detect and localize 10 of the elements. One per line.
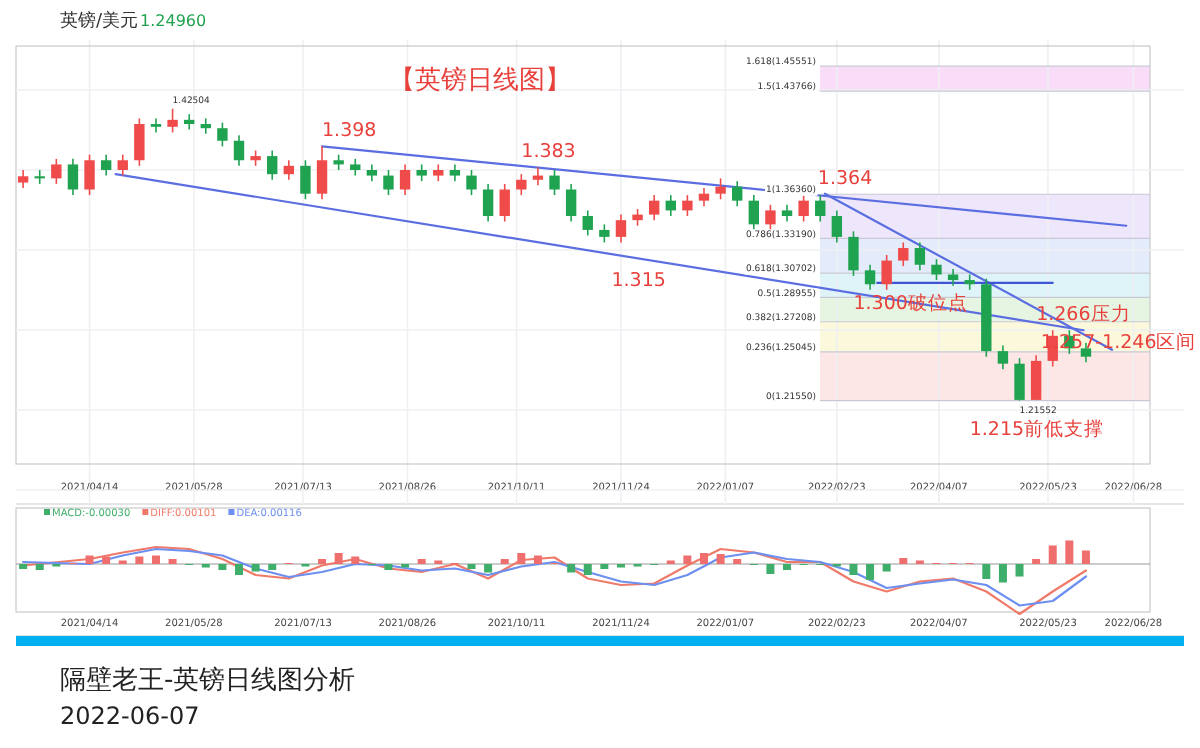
text: 2022-06-07 [60,702,200,730]
text: 隔壁老王-英镑日线图分析 [60,666,356,696]
text: 1.24960 [140,12,207,30]
annotation: 1.364 [817,167,873,190]
annotation: 1.383 [521,141,576,164]
text: 【英镑日线图】 [389,66,571,96]
annotation: 1.315 [611,269,666,292]
annotation: 1.215前低支撑 [969,417,1105,442]
annotation: 1.398 [322,120,377,143]
text: 英镑/美元 [60,10,139,32]
